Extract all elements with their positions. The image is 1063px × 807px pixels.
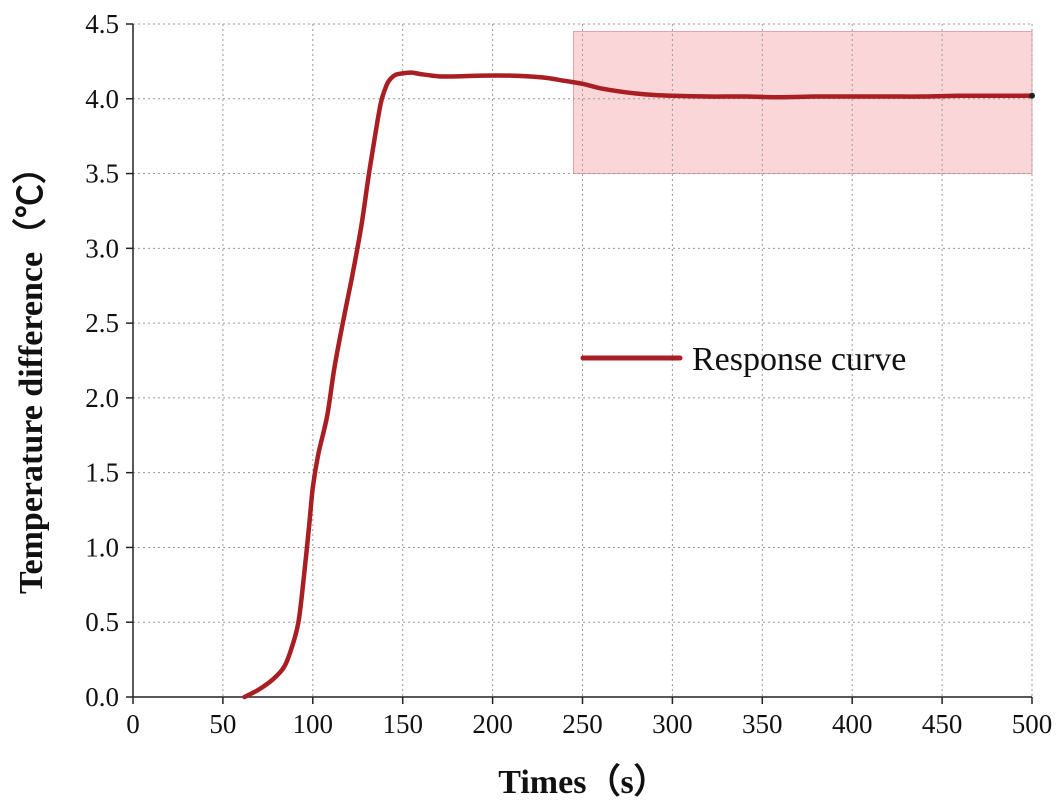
- x-tick-label: 350: [742, 709, 783, 739]
- series-line-response-curve: [242, 70, 1035, 700]
- highlight-region-layer: [573, 30, 1033, 175]
- x-axis-title: Times（s）: [498, 762, 667, 801]
- y-tick-label: 4.5: [85, 9, 119, 39]
- y-tick-label: 1.5: [85, 458, 119, 488]
- y-tick-label: 3.0: [85, 233, 119, 263]
- x-tick-label: 200: [472, 709, 513, 739]
- series-layer: [242, 70, 1035, 700]
- y-tick-label: 4.0: [85, 84, 119, 114]
- grid-layer: [133, 23, 1033, 697]
- tick-labels-layer: 0 50 100 150 200 250 300 350 400 450 500 0.0 0.5 1.0 1…: [85, 9, 1052, 739]
- x-tick-label: 0: [126, 709, 140, 739]
- axes-layer: [126, 23, 1033, 704]
- x-tick-label: 400: [832, 709, 873, 739]
- legend-label-response-curve: Response curve: [692, 341, 906, 378]
- y-tick-label: 0.0: [85, 682, 119, 712]
- highlight-region: [573, 30, 1033, 175]
- y-tick-label: 0.5: [85, 607, 119, 637]
- y-tick-label: 2.5: [85, 308, 119, 338]
- x-tick-label: 150: [382, 709, 423, 739]
- x-tick-label: 250: [562, 709, 603, 739]
- legend: Response curve: [580, 341, 906, 378]
- series-end-point: [1029, 92, 1035, 99]
- x-tick-label: 100: [293, 709, 334, 739]
- y-tick-label: 2.0: [85, 383, 119, 413]
- x-tick-label: 450: [922, 709, 963, 739]
- y-tick-label: 1.0: [85, 532, 119, 562]
- x-tick-label: 50: [209, 709, 236, 739]
- y-tick-label: 3.5: [85, 159, 119, 189]
- y-axis-title: Temperature difference（℃）: [11, 150, 50, 594]
- x-tick-label: 500: [1012, 709, 1053, 739]
- x-tick-label: 300: [652, 709, 693, 739]
